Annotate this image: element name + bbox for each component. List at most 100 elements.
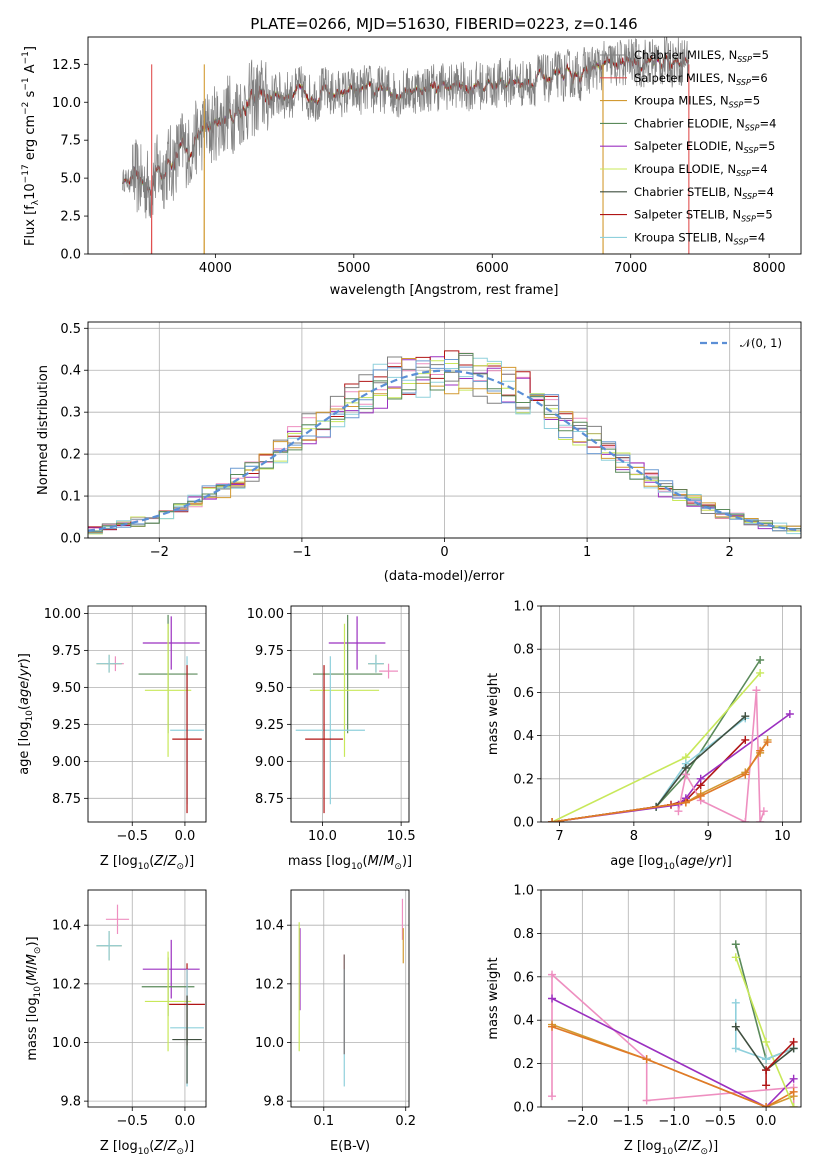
plus-marker <box>789 1037 798 1046</box>
weight-line-2 <box>551 1023 794 1107</box>
plus-marker <box>548 1022 557 1031</box>
normal-curve-line <box>88 369 801 532</box>
legend-label: Kroupa MILES, NSSP=5 <box>634 94 760 110</box>
y-axis-label: mass [log10(M/M⊙)] <box>25 936 43 1060</box>
panel-mass_vs_Z: −0.5 0.0 9.8 10.0 10.2 10.4 Z [log10(Z/Z⊙)] mas… <box>25 889 207 1157</box>
weight-line-8 <box>551 741 769 822</box>
x-tick-label: 5000 <box>337 261 370 276</box>
y-tick-label: 10.00 <box>44 607 81 622</box>
error-bar-point-4 <box>313 614 383 734</box>
error-bar-point-0 <box>105 904 130 934</box>
plus-marker <box>731 1044 740 1053</box>
panel-mass_vs_ebv: 0.1 0.2 9.8 10.0 10.2 10.4 E(B-V) <box>255 889 416 1154</box>
error-bar-point-2 <box>96 654 122 673</box>
x-tick-label: −0.5 <box>116 1114 148 1129</box>
y-tick-label: 10.2 <box>255 977 284 992</box>
y-tick-label: 0.5 <box>60 322 81 337</box>
y-tick-label: 1.0 <box>513 884 534 899</box>
panel-age_vs_Z: −0.5 0.0 8.75 9.00 9.25 9.50 9.75 10.00 Z [log10… <box>17 605 207 872</box>
plus-marker <box>548 970 557 979</box>
legend: 𝒩(0, 1) <box>700 336 782 350</box>
legend-label: Salpeter STELIB, NSSP=5 <box>634 208 773 224</box>
x-tick-label: 2 <box>726 545 734 560</box>
weight-line-1 <box>551 672 761 822</box>
panel-residuals: −2 −1 0 1 2 0.0 0.1 0.2 0.3 0.4 0.5 (data-model)/er… <box>36 321 802 584</box>
y-tick-label: 0.4 <box>513 729 534 744</box>
plus-marker <box>756 818 765 822</box>
axes-frame <box>87 889 207 1108</box>
axes-frame <box>290 889 410 1108</box>
y-tick-label: 0.3 <box>60 406 81 421</box>
plus-marker <box>762 1055 771 1064</box>
weight-line-7 <box>551 739 769 822</box>
x-axis-label: Z [log10(Z/Z⊙)] <box>100 1139 194 1157</box>
plus-marker <box>756 746 765 755</box>
x-tick-label: 0 <box>440 545 448 560</box>
plus-marker <box>785 710 794 718</box>
error-bar-point-8 <box>172 995 202 1084</box>
plus-marker <box>731 1022 740 1031</box>
plus-marker <box>762 1066 771 1075</box>
x-tick-label: 10 <box>774 829 791 844</box>
weight-line-6 <box>677 690 765 822</box>
x-tick-label: −1.0 <box>658 1114 690 1129</box>
legend-label: 𝒩(0, 1) <box>740 336 782 350</box>
y-tick-label: 9.00 <box>52 755 81 770</box>
legend-label: Kroupa STELIB, NSSP=4 <box>634 230 765 246</box>
plus-marker <box>763 738 772 747</box>
axes-frame <box>87 36 802 255</box>
plus-marker <box>752 686 761 695</box>
plus-marker <box>548 818 557 822</box>
y-tick-label: 0.2 <box>513 772 534 787</box>
error-bar-point-5 <box>144 951 192 1052</box>
y-tick-label: 9.50 <box>255 681 284 696</box>
plot-area-weight_vs_Z <box>548 940 798 1107</box>
plus-marker <box>756 656 765 664</box>
y-tick-label: 0.0 <box>60 532 81 547</box>
histogram-step-7 <box>88 359 801 533</box>
x-tick-label: 0.2 <box>395 1114 416 1129</box>
plus-marker <box>731 940 740 949</box>
y-tick-label: 0.2 <box>513 1057 534 1072</box>
plot-area-mass_vs_ebv <box>298 898 404 1087</box>
x-axis-label: Z [log10(Z/Z⊙)] <box>624 1139 718 1157</box>
plus-marker <box>759 807 768 816</box>
y-tick-label: 0.4 <box>513 1014 534 1029</box>
x-tick-label: 9 <box>704 829 712 844</box>
error-bar-point-0 <box>379 663 398 679</box>
x-tick-label: 8 <box>630 829 638 844</box>
plot-area-age_vs_Z <box>96 614 204 814</box>
axes-frame <box>540 889 802 1108</box>
error-bar-point-7 <box>305 665 343 814</box>
y-tick-label: 10.0 <box>255 1036 284 1051</box>
axes-frame <box>87 321 802 539</box>
y-tick-label: 0.4 <box>60 364 81 379</box>
y-axis-label: mass weight <box>486 957 501 1039</box>
model-line-1 <box>122 53 690 254</box>
x-axis-label: Z [log10(Z/Z⊙)] <box>100 854 194 872</box>
x-tick-label: 7000 <box>614 261 647 276</box>
axes-frame <box>87 605 207 823</box>
y-tick-label: 10.2 <box>52 977 81 992</box>
legend-label: Kroupa ELODIE, NSSP=4 <box>634 162 768 178</box>
plus-marker <box>548 1092 557 1101</box>
plus-marker <box>642 1055 651 1064</box>
y-tick-label: 7.5 <box>60 134 81 149</box>
legend-label: Salpeter ELODIE, NSSP=5 <box>634 139 775 155</box>
axes-frame <box>540 605 802 823</box>
y-axis-label: Flux [fλ10−17 erg cm−2 s−1 A−1] <box>21 46 41 246</box>
plus-marker <box>789 1074 798 1083</box>
model-line-7 <box>122 55 690 196</box>
y-tick-label: 0.2 <box>60 448 81 463</box>
x-tick-label: 0.0 <box>175 1114 196 1129</box>
error-bar-point-2 <box>96 931 122 961</box>
error-bar-point-3 <box>142 616 200 670</box>
y-tick-label: 8.75 <box>52 792 81 807</box>
panel-weight_vs_Z: −2.0 −1.5 −1.0 −0.5 0.0 0.0 0.2 0.4 0.6 0.8 1.0 Z [… <box>486 884 802 1157</box>
y-tick-label: 0.0 <box>60 248 81 263</box>
y-tick-label: 0.6 <box>513 686 534 701</box>
error-bar-point-3 <box>142 939 200 999</box>
error-bar-point-3 <box>328 616 386 670</box>
plot-area-age_vs_mass <box>295 614 398 814</box>
x-tick-label: −0.5 <box>704 1114 736 1129</box>
